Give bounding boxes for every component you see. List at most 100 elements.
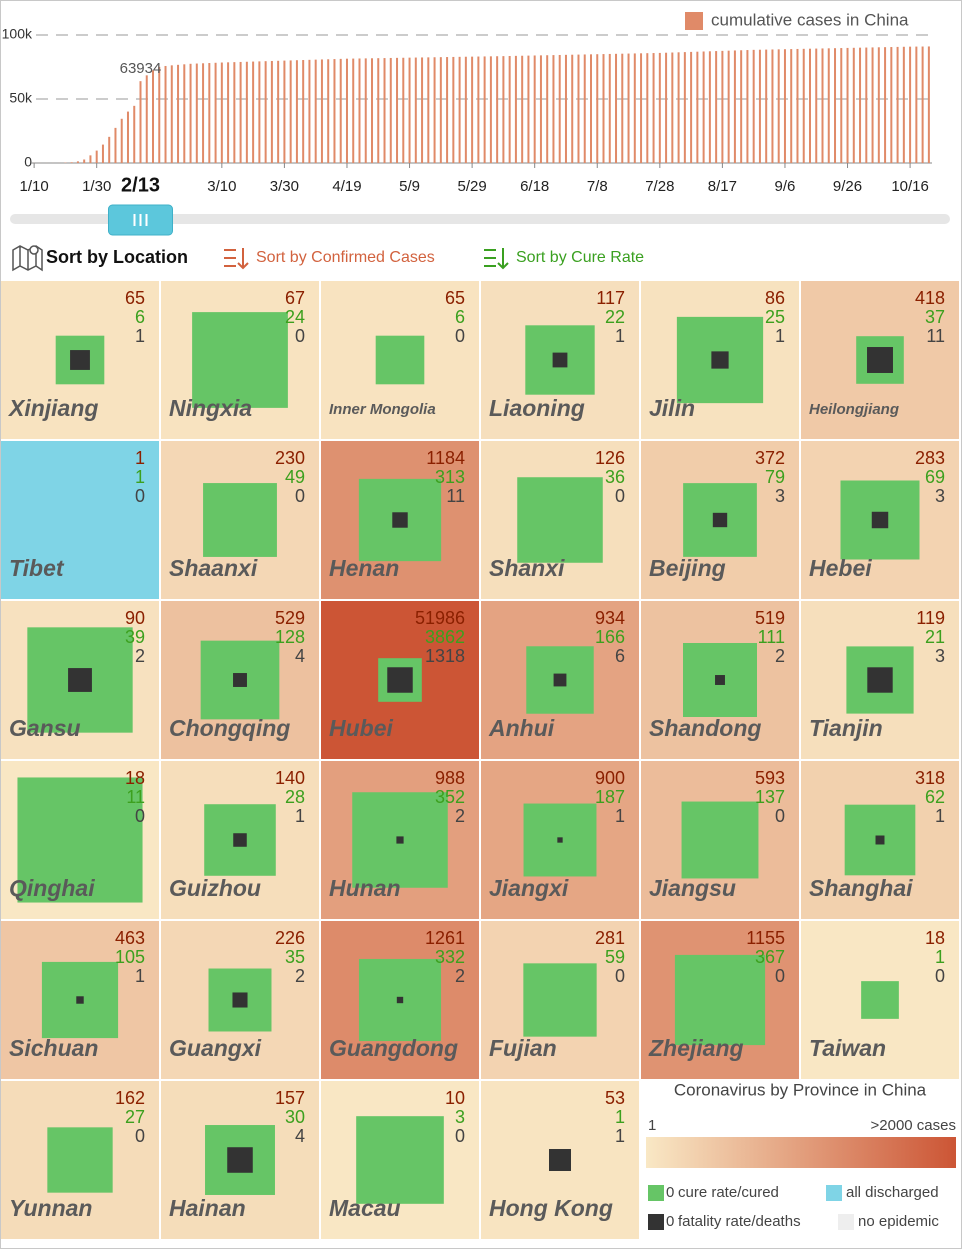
bar [927,46,930,163]
legend-label: cumulative cases in China [711,10,909,29]
confirmed-count: 593 [755,768,785,788]
bar [371,58,374,163]
bar [777,49,780,163]
cured-count: 28 [285,787,305,807]
bar [364,58,367,163]
bar [802,48,805,163]
bar [139,81,142,163]
death-count: 6 [615,646,625,666]
bar [270,60,273,163]
cure-square [17,777,143,903]
legend-sample: 0 [666,1184,674,1201]
province-name: Qinghai [9,875,95,901]
bar [752,49,755,163]
death-count: 0 [135,806,145,826]
x-tick-label: 3/30 [270,178,299,195]
death-square [396,836,404,844]
province-name: Jiangxi [489,875,569,901]
bar [909,46,912,164]
bar [514,55,517,163]
death-square [711,351,729,369]
bar [702,51,705,163]
death-count: 1 [775,326,785,346]
sort-cure[interactable]: Sort by Cure Rate [484,248,644,270]
bar [427,57,430,163]
province-name: Yunnan [9,1195,92,1221]
death-count: 0 [615,486,625,506]
cured-count: 6 [455,307,465,327]
bar [783,49,786,163]
cured-count: 21 [925,627,945,647]
sort-confirmed[interactable]: Sort by Confirmed Cases [224,248,435,270]
cured-count: 79 [765,467,785,487]
bar [708,51,711,163]
death-count: 1 [935,806,945,826]
bar [389,57,392,164]
bar [320,59,323,163]
slider-track[interactable] [10,214,950,224]
bar [633,53,636,163]
confirmed-count: 65 [445,288,465,308]
bar [358,58,361,163]
bar [189,63,192,163]
death-count: 2 [775,646,785,666]
bar [345,58,348,163]
confirmed-count: 1 [135,448,145,468]
cured-count: 1 [935,947,945,967]
slider-handle[interactable] [107,204,173,236]
death-square [233,833,247,847]
bar [652,53,655,163]
confirmed-count: 53 [605,1088,625,1108]
bar [683,52,686,163]
bar [596,54,599,164]
cure-square [192,312,288,408]
confirmed-count: 18 [125,768,145,788]
cured-count: 30 [285,1107,305,1127]
province-name: Guizhou [169,875,261,901]
bar [283,60,286,163]
button-label: Sort by Cure Rate [516,249,644,266]
province-name: Liaoning [489,395,585,421]
bar [239,61,242,163]
bar [877,47,880,164]
death-count: 3 [935,486,945,506]
province-name: Shandong [649,715,761,741]
bar [815,48,818,163]
bar [95,150,98,163]
bar [665,52,668,164]
legend-swatch [648,1214,664,1230]
cured-count: 59 [605,947,625,967]
death-count: 0 [775,806,785,826]
current-date: 2/13 [121,174,160,196]
cured-count: 187 [595,787,625,807]
death-square [233,673,247,687]
province-name: Xinjiang [7,395,98,421]
bar [840,48,843,163]
bar [314,59,317,163]
bar [208,63,211,164]
x-tick-label: 3/10 [207,178,236,195]
confirmed-count: 463 [115,928,145,948]
cured-count: 6 [135,307,145,327]
confirmed-count: 1261 [425,928,465,948]
bar [859,47,862,164]
confirmed-count: 318 [915,768,945,788]
bar [202,63,205,164]
bar [114,127,117,163]
confirmed-count: 934 [595,608,625,628]
bar [220,62,223,163]
province-name: Guangxi [169,1035,262,1061]
x-tick-label: 1/30 [82,178,111,195]
cured-count: 166 [595,627,625,647]
confirmed-count: 519 [755,608,785,628]
province-name: Shanxi [489,555,565,581]
province-name: Tibet [9,555,65,581]
province-name: Hong Kong [489,1195,613,1221]
bar [658,52,661,163]
bar [89,155,92,163]
bar [471,56,474,163]
cure-square [681,801,759,879]
sort-location[interactable]: Sort by Location [12,245,188,272]
bar [339,58,342,163]
death-count: 3 [935,646,945,666]
